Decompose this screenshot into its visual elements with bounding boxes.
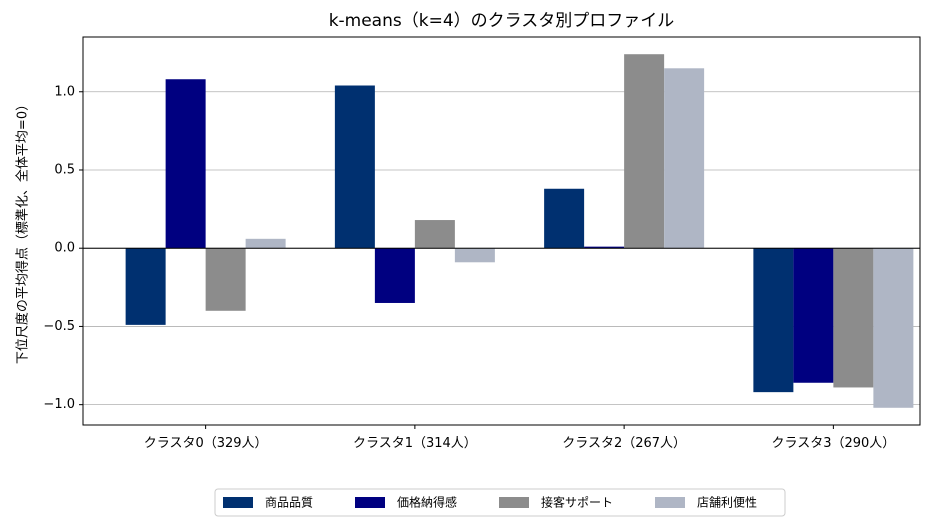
bar: [334, 85, 375, 249]
bar: [584, 246, 625, 249]
y-tick-label: −1.0: [43, 397, 75, 412]
legend-label: 商品品質: [265, 495, 313, 510]
bar: [833, 248, 874, 388]
bar: [374, 248, 415, 303]
bar: [664, 68, 705, 249]
bar: [873, 248, 914, 408]
bar: [165, 79, 206, 249]
x-tick-label: クラスタ3（290人）: [771, 436, 895, 451]
legend-label: 価格納得感: [397, 495, 457, 510]
plot-frame: [82, 36, 921, 426]
legend: 商品品質 価格納得感 接客サポート 店舗利便性: [214, 488, 786, 517]
bar: [245, 238, 286, 249]
bars: [125, 54, 914, 408]
bar: [544, 188, 585, 249]
y-axis-ticks: −1.0 −0.5 0.0 0.5 1.0: [43, 84, 83, 412]
bar: [624, 54, 665, 249]
x-tick-label: クラスタ0（329人）: [144, 436, 268, 451]
bar: [414, 220, 455, 249]
legend-swatch: [223, 497, 253, 508]
bar: [753, 248, 794, 393]
y-tick-label: −0.5: [43, 319, 75, 334]
bar: [454, 248, 495, 263]
bar: [793, 248, 834, 383]
y-tick-label: 1.0: [54, 84, 75, 99]
y-axis-label: 下位尺度の平均得点（標準化、全体平均=0）: [15, 98, 31, 364]
y-tick-label: 0.5: [54, 162, 75, 177]
x-axis-ticks: クラスタ0（329人） クラスタ1（314人） クラスタ2（267人） クラスタ3（2…: [144, 425, 895, 451]
legend-swatch: [355, 497, 385, 508]
bar: [125, 248, 166, 325]
y-tick-label: 0.0: [54, 241, 75, 256]
chart-title: k-means（k=4）のクラスタ別プロファイル: [329, 11, 675, 31]
legend-label: 接客サポート: [541, 495, 613, 510]
x-tick-label: クラスタ2（267人）: [562, 436, 686, 451]
x-tick-label: クラスタ1（314人）: [353, 436, 477, 451]
legend-label: 店舗利便性: [697, 496, 757, 510]
legend-swatch: [499, 497, 529, 508]
legend-swatch: [655, 497, 685, 508]
bar: [205, 248, 246, 311]
